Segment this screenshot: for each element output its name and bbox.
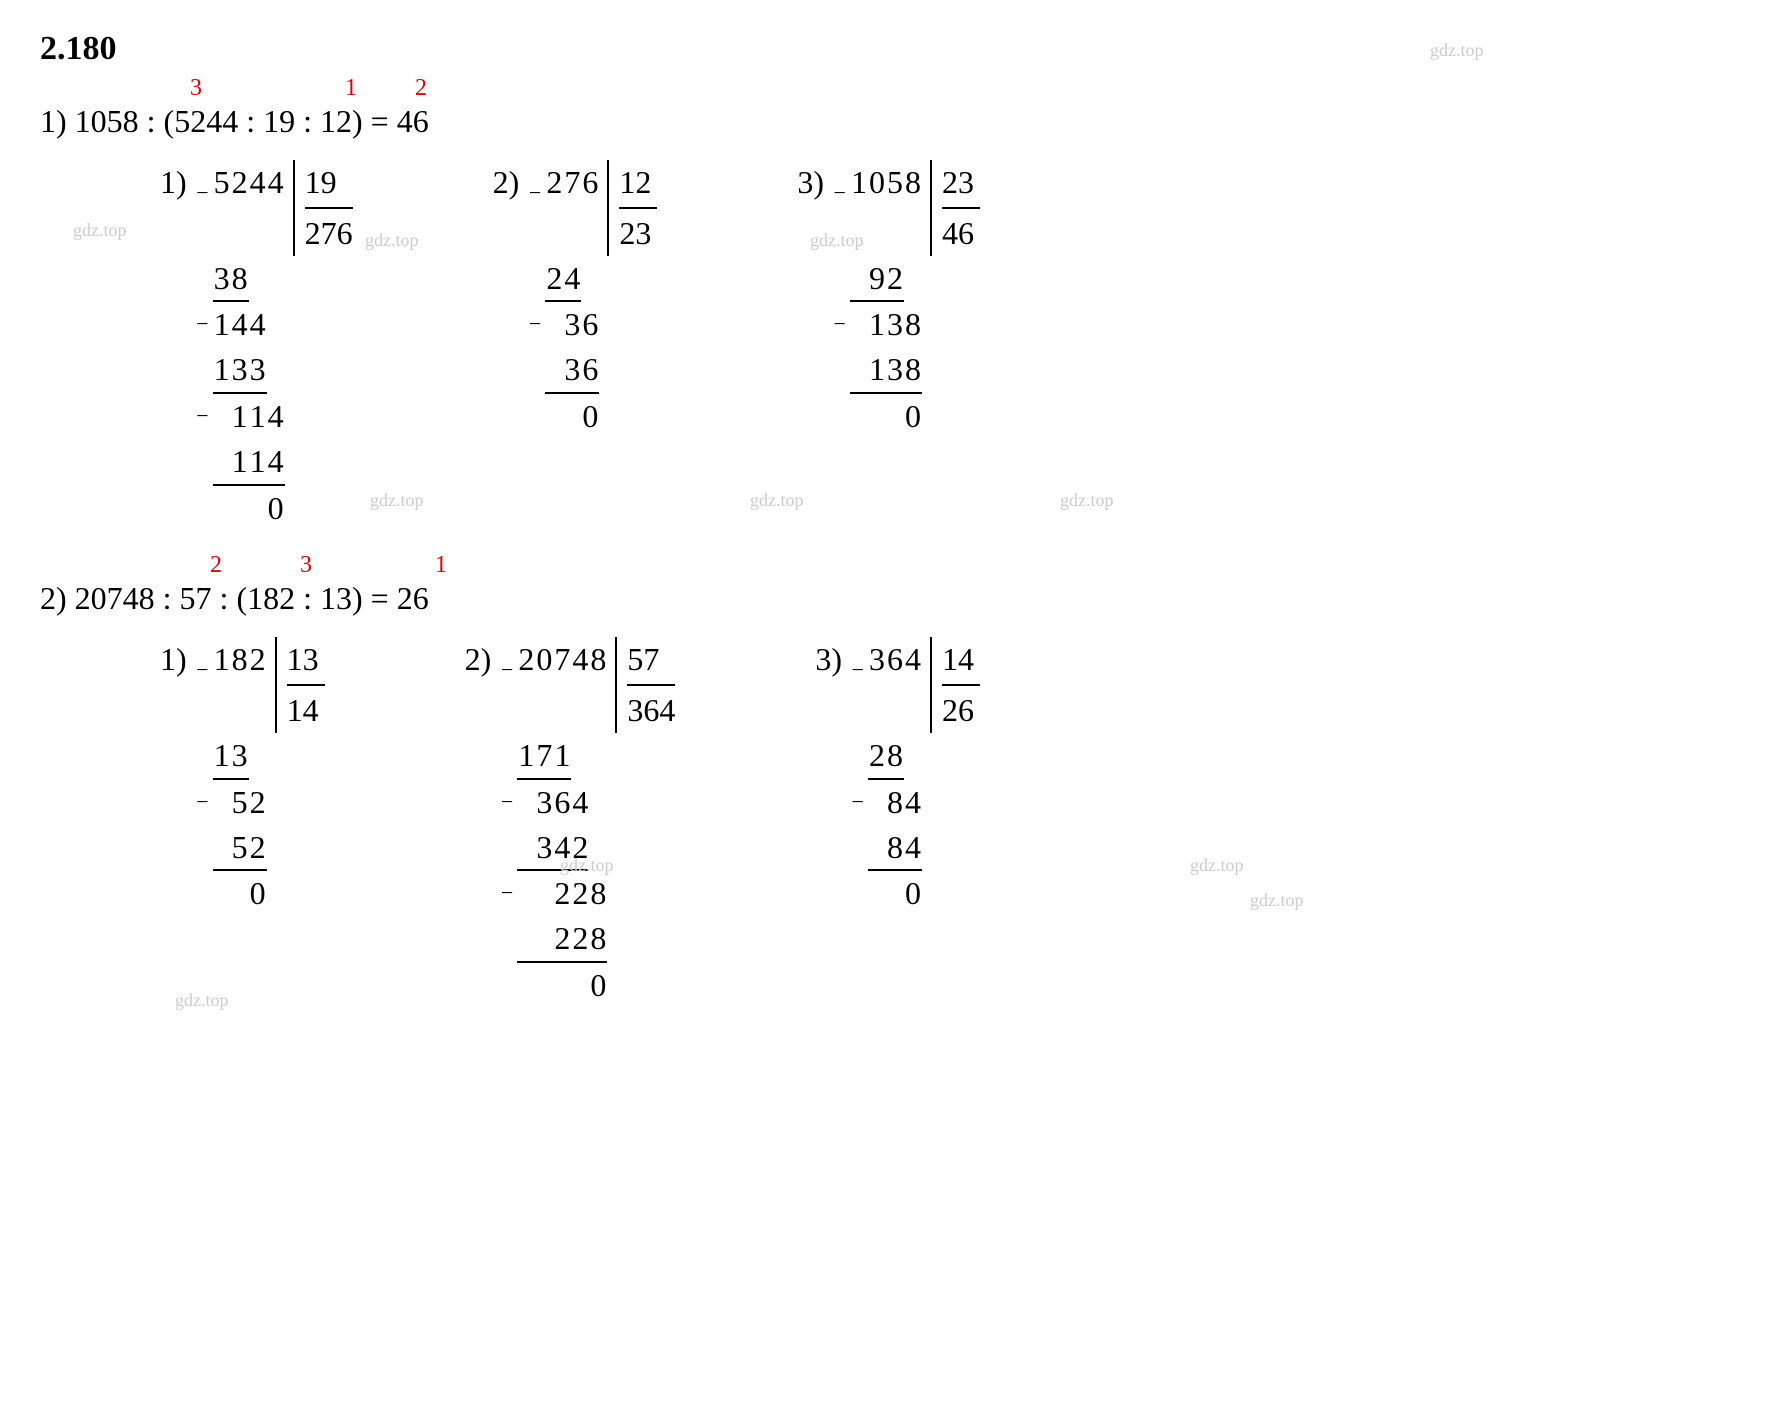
- division-step: 0: [850, 394, 922, 439]
- minus-sign: −: [527, 309, 541, 340]
- division-step-label: 2): [465, 637, 492, 682]
- division-step: 38: [213, 256, 285, 303]
- division-step-label: 3): [797, 160, 824, 205]
- order-marker: 3: [300, 552, 312, 579]
- division-step: 24: [545, 256, 599, 303]
- minus-sign: −: [195, 637, 209, 686]
- quotient: 14: [287, 686, 325, 733]
- division-step: 36: [545, 347, 599, 394]
- minus-sign: −: [195, 787, 209, 818]
- division-step: 228: [517, 916, 607, 963]
- quotient: 364: [627, 686, 675, 733]
- problem-1: 3 1 2 1) 1058 : (5244 : 19 : 12) = 46: [40, 103, 1744, 140]
- long-division: 3)−10582346 92− 138 138 0: [797, 160, 980, 530]
- minus-sign: −: [832, 160, 846, 209]
- division-step-label: 1): [160, 637, 187, 682]
- order-marker: 1: [345, 75, 357, 102]
- long-division: 2)−2074857364171− 364 342− 228 228 0: [465, 637, 676, 1007]
- watermark: gdz.top: [365, 230, 419, 251]
- divisor: 57: [627, 637, 675, 686]
- minus-sign: −: [195, 160, 209, 209]
- division-step: 114: [213, 394, 285, 439]
- long-division: 1)−52441927638−144133− 114 114 0: [160, 160, 353, 530]
- division-step: 0: [517, 963, 607, 1008]
- division-step-label: 2): [493, 160, 520, 205]
- quotient: 23: [619, 209, 657, 256]
- division-step: 0: [213, 486, 285, 531]
- watermark: gdz.top: [1250, 890, 1304, 911]
- dividend: 182: [213, 637, 267, 682]
- minus-sign: −: [499, 637, 513, 686]
- division-step: 92: [850, 256, 922, 303]
- problem-2: 2 3 1 2) 20748 : 57 : (182 : 13) = 26: [40, 580, 1744, 617]
- minus-sign: −: [195, 401, 209, 432]
- watermark: gdz.top: [1060, 490, 1114, 511]
- division-step: 133: [213, 347, 285, 394]
- divisor: 13: [287, 637, 325, 686]
- watermark: gdz.top: [750, 490, 804, 511]
- division-step: 114: [213, 439, 285, 486]
- division-step: 84: [868, 780, 922, 825]
- minus-sign: −: [499, 787, 513, 818]
- division-step: 171: [517, 733, 607, 780]
- long-division: 2)−276122324− 36 36 0: [493, 160, 658, 530]
- order-marker: 2: [210, 552, 222, 579]
- division-step: 138: [850, 347, 922, 394]
- quotient: 26: [942, 686, 980, 733]
- divisor: 23: [942, 160, 980, 209]
- minus-sign: −: [832, 309, 846, 340]
- long-division: 3)−364142628− 84 84 0: [815, 637, 980, 1007]
- problem-title: 2.180: [40, 30, 1744, 68]
- division-step: 52: [213, 780, 267, 825]
- order-marker: 2: [415, 75, 427, 102]
- order-marker: 1: [435, 552, 447, 579]
- divisor: 19: [305, 160, 353, 209]
- divisions-row-2: 1)−182131413− 52 52 02)−2074857364171− 3…: [160, 637, 1744, 1007]
- division-step-label: 1): [160, 160, 187, 205]
- quotient: 276: [305, 209, 353, 256]
- watermark: gdz.top: [560, 855, 614, 876]
- minus-sign: −: [499, 878, 513, 909]
- division-step-label: 3): [815, 637, 842, 682]
- divisions-row-1: 1)−52441927638−144133− 114 114 02)−27612…: [160, 160, 1744, 530]
- minus-sign: −: [527, 160, 541, 209]
- division-step: 28: [868, 733, 922, 780]
- minus-sign: −: [850, 787, 864, 818]
- division-step: 52: [213, 825, 267, 872]
- division-step: 36: [545, 302, 599, 347]
- order-marker: 3: [190, 75, 202, 102]
- division-step: 84: [868, 825, 922, 872]
- division-step: 0: [868, 871, 922, 916]
- dividend: 1058: [850, 160, 922, 205]
- division-step: 228: [517, 871, 607, 916]
- watermark: gdz.top: [1190, 855, 1244, 876]
- equation-1: 1) 1058 : (5244 : 19 : 12) = 46: [40, 103, 1744, 140]
- division-step: 144: [213, 302, 285, 347]
- watermark: gdz.top: [370, 490, 424, 511]
- division-step: 138: [850, 302, 922, 347]
- dividend: 20748: [517, 637, 607, 682]
- equation-2: 2) 20748 : 57 : (182 : 13) = 26: [40, 580, 1744, 617]
- dividend: 276: [545, 160, 599, 205]
- division-step: 0: [545, 394, 599, 439]
- divisor: 12: [619, 160, 657, 209]
- watermark: gdz.top: [1430, 40, 1484, 61]
- quotient: 46: [942, 209, 980, 256]
- division-step: 364: [517, 780, 607, 825]
- watermark: gdz.top: [73, 220, 127, 241]
- division-step: 0: [213, 871, 267, 916]
- minus-sign: −: [195, 309, 209, 340]
- minus-sign: −: [850, 637, 864, 686]
- division-step: 13: [213, 733, 267, 780]
- divisor: 14: [942, 637, 980, 686]
- watermark: gdz.top: [810, 230, 864, 251]
- dividend: 5244: [213, 160, 285, 205]
- watermark: gdz.top: [175, 990, 229, 1011]
- long-division: 1)−182131413− 52 52 0: [160, 637, 325, 1007]
- dividend: 364: [868, 637, 922, 682]
